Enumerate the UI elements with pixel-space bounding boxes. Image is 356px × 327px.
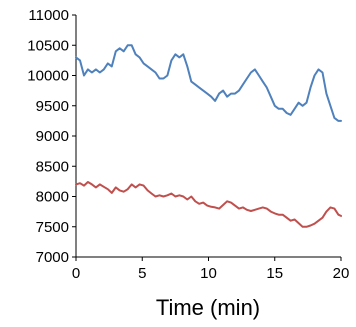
x-tick-label: 10 <box>200 265 217 282</box>
y-tick-label: 10000 <box>27 68 69 85</box>
x-axis-ticks: 0 5 10 15 20 <box>72 257 350 282</box>
x-axis-title: Time (min) <box>156 295 260 320</box>
series-line-1 <box>75 44 342 122</box>
series-layer <box>75 44 342 228</box>
y-tick-label: 9000 <box>36 128 69 145</box>
y-tick-label: 9500 <box>36 98 69 115</box>
y-tick-label: 7500 <box>36 219 69 236</box>
x-tick-label: 20 <box>333 265 350 282</box>
y-tick-label: 7000 <box>36 249 69 266</box>
series-line-2 <box>75 181 342 228</box>
x-tick-label: 0 <box>72 265 80 282</box>
y-tick-label: 11000 <box>28 7 69 24</box>
y-axis-ticks: 7000 7500 8000 8500 9000 9500 10000 10500 11000 <box>27 7 76 266</box>
y-tick-label: 8500 <box>36 158 69 175</box>
y-tick-label: 10500 <box>27 37 69 54</box>
y-tick-label: 8000 <box>36 189 69 206</box>
x-tick-label: 15 <box>266 265 283 282</box>
x-tick-label: 5 <box>138 265 146 282</box>
